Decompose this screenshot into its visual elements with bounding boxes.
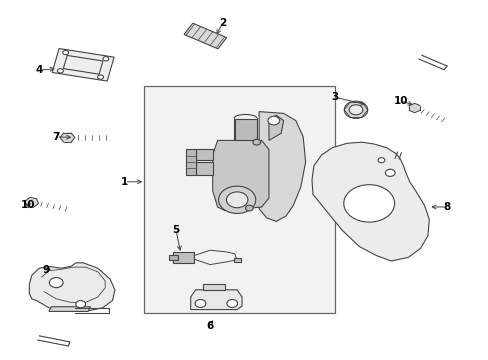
Polygon shape	[311, 142, 428, 261]
Circle shape	[226, 192, 247, 208]
Circle shape	[377, 158, 384, 163]
Polygon shape	[203, 284, 224, 290]
Polygon shape	[183, 23, 226, 49]
Text: 3: 3	[331, 92, 338, 102]
Circle shape	[58, 69, 63, 73]
Polygon shape	[29, 263, 115, 311]
Circle shape	[62, 50, 68, 55]
Circle shape	[76, 301, 85, 308]
Circle shape	[385, 169, 394, 176]
Text: 8: 8	[443, 202, 450, 212]
Text: 7: 7	[52, 132, 60, 142]
Polygon shape	[185, 149, 195, 175]
Circle shape	[25, 197, 39, 207]
Circle shape	[267, 116, 279, 125]
Circle shape	[407, 103, 420, 113]
Circle shape	[49, 278, 63, 288]
Polygon shape	[259, 112, 305, 221]
Circle shape	[245, 205, 253, 211]
Circle shape	[102, 57, 108, 61]
Text: 2: 2	[219, 18, 225, 28]
Polygon shape	[195, 149, 212, 160]
Circle shape	[226, 300, 237, 307]
Polygon shape	[190, 290, 242, 310]
Text: 1: 1	[121, 177, 128, 187]
Bar	[233, 258, 241, 262]
Polygon shape	[63, 55, 102, 74]
Text: 4: 4	[35, 65, 43, 75]
Circle shape	[195, 300, 205, 307]
Text: 10: 10	[21, 200, 36, 210]
Polygon shape	[172, 252, 194, 263]
Circle shape	[98, 75, 103, 79]
Polygon shape	[212, 140, 268, 211]
Text: 9: 9	[43, 265, 50, 275]
Polygon shape	[268, 115, 283, 140]
Text: 5: 5	[172, 225, 179, 235]
Text: 6: 6	[206, 321, 213, 331]
Polygon shape	[52, 49, 114, 81]
Circle shape	[60, 132, 75, 143]
Polygon shape	[49, 307, 90, 311]
Circle shape	[344, 101, 367, 118]
Circle shape	[252, 139, 260, 145]
Polygon shape	[234, 119, 256, 140]
Circle shape	[343, 185, 394, 222]
Circle shape	[348, 105, 362, 115]
Bar	[144, 86, 334, 313]
Text: 10: 10	[393, 96, 407, 106]
Polygon shape	[195, 162, 212, 175]
Polygon shape	[168, 255, 178, 260]
Circle shape	[218, 186, 255, 213]
